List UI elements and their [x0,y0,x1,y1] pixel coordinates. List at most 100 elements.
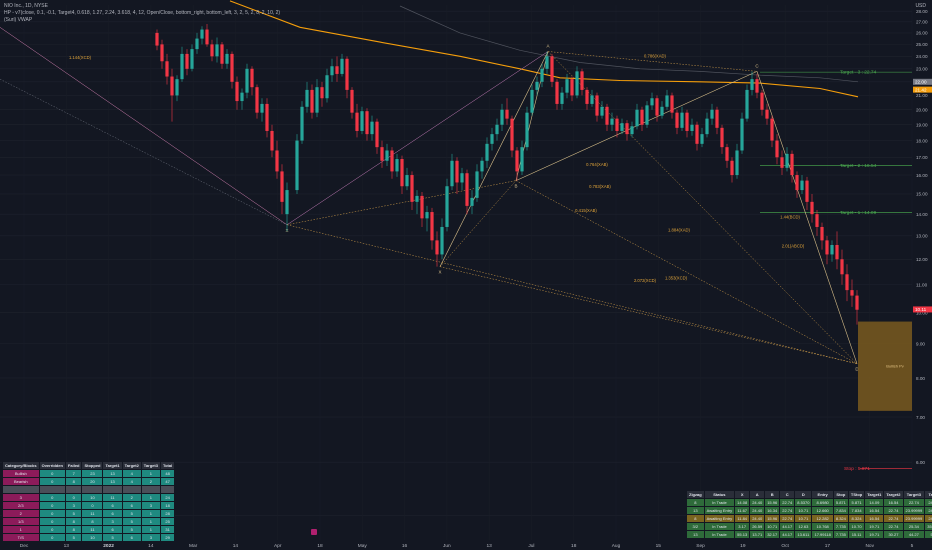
candle [420,195,424,219]
table-header-cell: Zigzag [686,490,705,499]
table-row: Bearish 0 8 20 13 4 2 47 [2,477,176,486]
x-tick-label: 18 [317,543,323,549]
indicator-title[interactable]: HP - v7(close, 0.1, -0.1, Target4, 0.618… [4,10,281,16]
x-axis: Dec 13 2022 14 Mar 14 Apr 18 May 16 Jun 13 Jul 18 Aug 1… [20,543,914,549]
candle [705,118,709,135]
candle [825,240,829,255]
table-header-cell: X [734,490,751,499]
table-row: 2 0 5 11 6 5 1 28 [2,509,176,518]
table-cell: 8 [686,498,705,507]
candle [390,150,394,172]
x-tick-label: Jun [443,543,451,549]
candle [790,153,794,176]
table-cell: 17.99118 [811,530,834,539]
pattern-point-label: B [514,184,517,189]
entry-zone-label: Bullish Pv [886,364,904,369]
table-header-cell: Stop [832,490,849,499]
candle [715,109,719,128]
candle [660,106,664,116]
table-cell: 13 [686,506,705,515]
candle [185,53,189,69]
table-cell: 7.834 [832,506,849,515]
pattern-point-label: A [546,43,549,48]
candle [480,160,484,172]
table-cell: 11.84 [734,514,751,523]
entry-zone-box [858,321,912,411]
table-cell: 8.6980 [811,498,834,507]
table-cell: In Trade [703,498,736,507]
candle [235,81,239,102]
candle [710,109,714,119]
candle [335,66,339,74]
table-cell: 12.282 [811,514,834,523]
price-tag [913,78,932,85]
table-cell: 13.71 [749,530,766,539]
candle [510,118,514,151]
candle [650,98,654,106]
table-cell: 30.27 [883,530,904,539]
candle [645,105,649,125]
y-tick-label: 27.00 [916,20,928,25]
candle [665,95,669,107]
candle [280,171,284,202]
table-header-cell: Target1 [864,490,885,499]
table-cell: 0 [38,469,66,478]
table-cell: 11 [81,525,104,534]
table-cell: 44.27 [902,530,926,539]
table-cell: 24.5134 [924,498,932,507]
table-cell: 22.74 [779,498,796,507]
table-cell: 0 [38,477,66,486]
vwap-title[interactable]: (Suri) VWAP [4,17,33,23]
table-header-cell: Target3 [902,490,926,499]
x-tick-label: Aug [612,543,621,549]
ratio-label: 2.01(ABCD) [782,243,805,248]
table-cell: 22.74 [779,514,796,523]
y-tick-label: 11.00 [916,283,928,288]
table-cell: Bearish [2,477,40,486]
table-cell: 24.5134 [924,506,932,515]
candle [755,79,759,93]
pattern-ratio-line [547,51,758,72]
candle [545,56,549,69]
table-cell: 3 [2,493,40,502]
table-cell: 25.34 [902,522,926,531]
x-tick-label: 13 [486,543,492,549]
candle [735,150,739,176]
ma-grey-line [399,5,859,83]
pattern-leg [0,27,288,225]
target-label: Target - 3 : 22.74 [840,70,877,76]
candle [285,190,289,215]
table-row: 1/3 0 8 8 3 5 1 25 [2,517,176,526]
table-cell: In Trade [703,530,736,539]
y-tick-label: 28.00 [916,9,928,14]
ratio-label: 2.072(XCD) [634,278,657,283]
table-header-cell: Failed [64,461,83,470]
table-cell: 14.09 [864,498,885,507]
table-cell: 26.59 [749,522,766,531]
moving-averages [229,0,859,98]
table-header-cell: Category/Blocks [2,461,40,470]
table-header-cell: Target3 [140,461,161,470]
candle [855,295,859,310]
table-cell: 5.871 [832,498,849,507]
candle [300,106,304,141]
candle [340,58,344,74]
candles [155,24,859,325]
table-cell: 22.74 [883,514,904,523]
symbol-title[interactable]: NIO Inc., 1D, NYSE [4,3,48,9]
candle [360,111,364,131]
table-cell: 16.34 [764,506,781,515]
candle [315,87,319,113]
x-tick-label: 16 [402,543,408,549]
candle [220,44,224,64]
table-cell: 7.735 [832,522,849,531]
price-tag-label: 10.11 [915,307,927,312]
table-cell: 0 [38,533,66,542]
candle [625,123,629,135]
table-cell: 10.71 [794,514,813,523]
table-cell [64,485,83,494]
candle [835,244,839,260]
table-cell: 13 [102,469,123,478]
candle [430,212,434,241]
